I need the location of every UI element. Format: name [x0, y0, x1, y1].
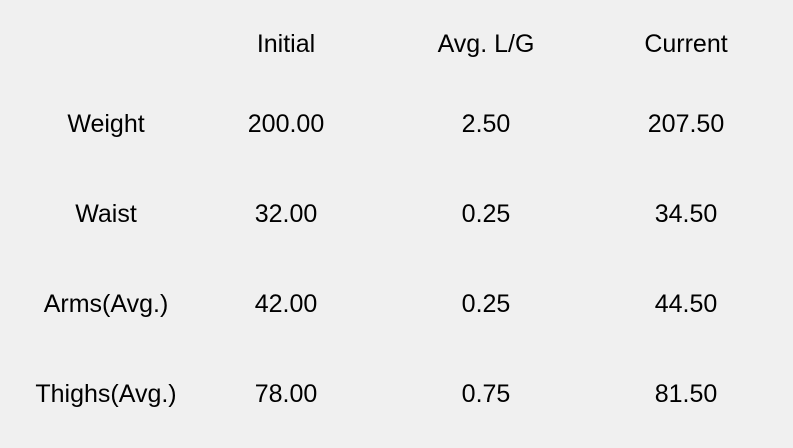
waist-avg-lg-value: 0.25	[461, 200, 511, 228]
thighs-current-value: 81.50	[654, 380, 718, 408]
header-avg-loss-gain: Avg. L/G	[437, 30, 535, 58]
thighs-avg-lg-value: 0.75	[461, 380, 511, 408]
header-current: Current	[644, 30, 728, 58]
waist-current-value: 34.50	[654, 200, 718, 228]
arms-current-value: 44.50	[654, 290, 718, 318]
thighs-initial-value: 78.00	[254, 380, 318, 408]
row-label-weight: Weight	[67, 110, 145, 138]
row-label-thighs: Thighs(Avg.)	[35, 380, 177, 408]
arms-initial-value: 42.00	[254, 290, 318, 318]
row-label-waist: Waist	[75, 200, 137, 228]
weight-current-value: 207.50	[647, 110, 725, 138]
waist-initial-value: 32.00	[254, 200, 318, 228]
row-label-arms: Arms(Avg.)	[43, 290, 169, 318]
weight-avg-lg-value: 2.50	[461, 110, 511, 138]
arms-avg-lg-value: 0.25	[461, 290, 511, 318]
header-initial: Initial	[256, 30, 316, 58]
weight-initial-value: 200.00	[247, 110, 325, 138]
